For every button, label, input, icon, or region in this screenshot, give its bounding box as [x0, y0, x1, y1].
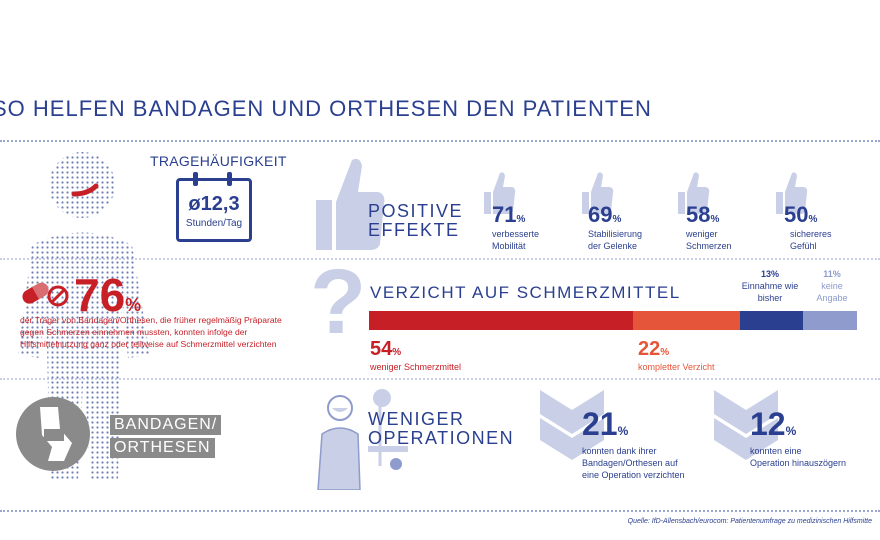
chevron-down-icon	[540, 390, 604, 460]
operations-item-delayed: 12% konnten eine Operation hinauszögern	[750, 406, 847, 468]
positive-label: POSITIVE EFFEKTE	[368, 201, 464, 240]
source-note: Quelle: IfD-Allensbach/eurocom: Patiente…	[627, 518, 872, 525]
frequency-title: TRAGEHÄUFIGKEIT	[150, 153, 287, 169]
thumbs-up-small-icon	[678, 172, 710, 214]
seg3-label: 13% Einnahme wie bisher	[741, 269, 799, 303]
divider-top	[0, 140, 880, 142]
operations-item-avoided: 21% konnten dank ihrer Bandagen/Orthesen…	[582, 406, 685, 480]
bar-segment-1	[369, 311, 633, 330]
frequency-unit: Stunden/Tag	[185, 218, 243, 229]
seg2-label: 22% kompletter Verzicht	[638, 338, 715, 372]
bandagen-label: BANDAGEN/ ORTHESEN	[110, 415, 222, 461]
bar-segment-3	[739, 311, 804, 330]
surgeon-icon	[317, 389, 408, 490]
divider-row2	[0, 378, 880, 380]
page-title: SO HELFEN BANDAGEN UND ORTHESEN DEN PATI…	[0, 96, 652, 121]
bar-segment-4	[803, 311, 857, 330]
divider-bottom	[0, 510, 880, 512]
thumbs-up-small-icon	[582, 172, 614, 214]
painkiller-bar	[369, 311, 857, 330]
frequency-value: ø12,3	[188, 193, 240, 215]
calendar-icon: ø12,3 Stunden/Tag	[176, 172, 252, 242]
pills-icon	[22, 280, 69, 307]
divider-row1	[0, 258, 880, 260]
question-mark-icon: ?	[310, 251, 367, 353]
knee-brace-icon	[16, 397, 90, 471]
thumbs-up-small-icon	[776, 172, 808, 214]
bar-segment-2	[632, 311, 740, 330]
operations-label: WENIGER OPERATIONEN	[368, 409, 515, 448]
seg1-label: 54% weniger Schmerzmittel	[370, 338, 462, 372]
painkiller-title: VERZICHT AUF SCHMERZMITTEL	[370, 283, 681, 302]
stat-76-value: 76%	[74, 269, 142, 321]
stat-76-description: der Träger von Bandagen/Orthesen, die fr…	[20, 315, 282, 349]
thumbs-up-small-icon	[484, 172, 516, 214]
chevron-down-icon	[714, 390, 778, 460]
seg4-label: 11% keine Angabe	[816, 269, 848, 303]
thumbs-up-icon	[316, 158, 385, 250]
